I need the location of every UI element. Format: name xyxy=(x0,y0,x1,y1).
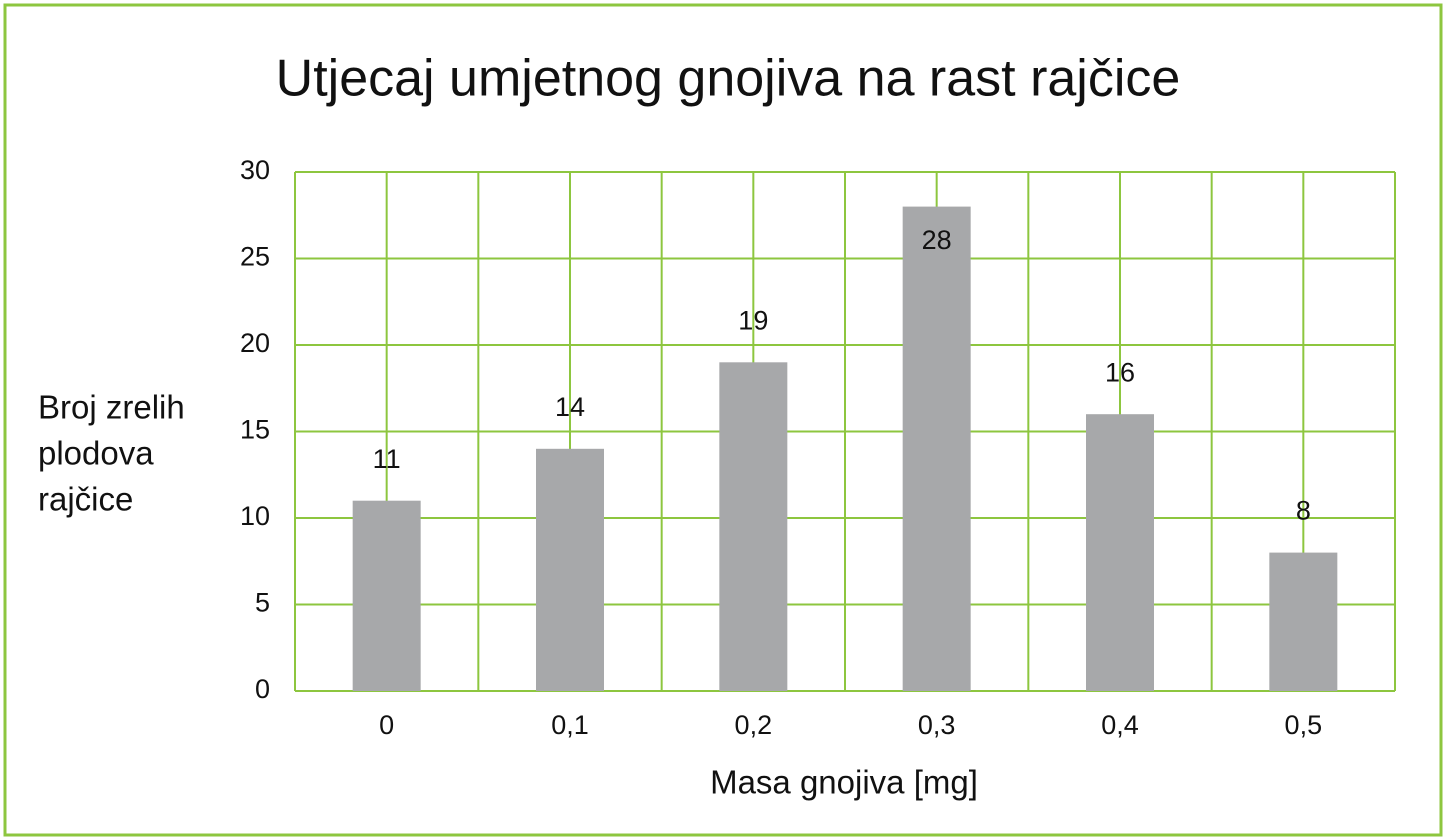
y-axis-title: rajčice xyxy=(38,481,133,518)
bar xyxy=(536,448,604,691)
x-tick-label: 0,1 xyxy=(551,710,589,740)
x-axis-title: Masa gnojiva [mg] xyxy=(710,764,978,801)
y-tick-label: 0 xyxy=(255,674,270,704)
data-label: 16 xyxy=(1105,357,1135,387)
y-axis-title: plodova xyxy=(38,435,154,472)
x-tick-label: 0 xyxy=(379,710,394,740)
bar xyxy=(719,362,788,691)
x-tick-label: 0,4 xyxy=(1101,710,1139,740)
data-label: 14 xyxy=(555,392,585,422)
x-tick-label: 0,5 xyxy=(1285,710,1323,740)
data-label: 19 xyxy=(738,305,768,335)
data-label: 28 xyxy=(922,225,952,255)
data-label: 8 xyxy=(1296,496,1311,526)
y-tick-label: 5 xyxy=(255,588,270,618)
chart-title: Utjecaj umjetnog gnojiva na rast rajčice xyxy=(276,50,1181,108)
y-axis-title: Broj zrelih xyxy=(38,389,185,426)
y-tick-label: 20 xyxy=(240,328,270,358)
bar xyxy=(1086,414,1154,691)
y-tick-label: 15 xyxy=(240,415,270,445)
y-tick-label: 25 xyxy=(240,242,270,272)
x-tick-label: 0,3 xyxy=(918,710,956,740)
x-tick-label: 0,2 xyxy=(735,710,773,740)
bar xyxy=(1269,552,1338,691)
bar xyxy=(902,206,971,691)
y-tick-label: 30 xyxy=(240,155,270,185)
bar xyxy=(352,500,421,691)
y-tick-label: 10 xyxy=(240,501,270,531)
data-label: 11 xyxy=(373,444,401,474)
